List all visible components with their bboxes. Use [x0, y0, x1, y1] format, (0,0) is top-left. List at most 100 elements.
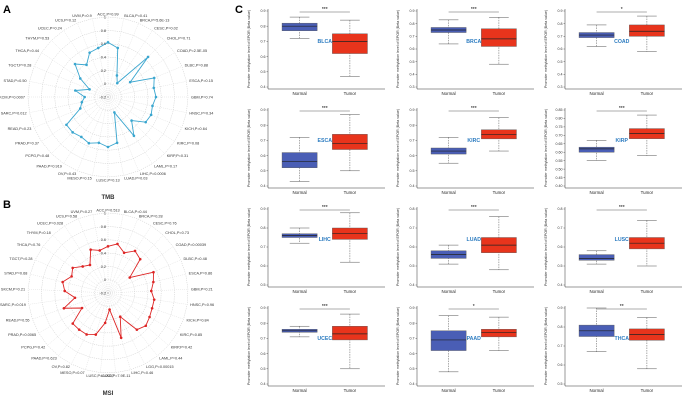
normal-x-label: Normal — [442, 289, 456, 294]
tumor-box — [332, 134, 368, 150]
normal-x-label: Normal — [293, 190, 307, 195]
panel-letter-a: A — [3, 4, 11, 16]
tmb-spoke — [107, 40, 165, 98]
tmb-data-point — [146, 55, 150, 59]
y-tick-label: 0.9 — [558, 306, 563, 310]
normal-box — [578, 254, 615, 261]
significance-label: * — [621, 7, 623, 13]
tumor-x-label: Tumor — [493, 388, 506, 393]
y-tick-label: 0.9 — [410, 108, 415, 112]
y-tick-label: 0.4 — [261, 382, 266, 386]
msi-data-point — [85, 333, 88, 336]
normal-box — [578, 146, 615, 153]
msi-data-point — [152, 270, 155, 274]
tmb-data-point — [80, 135, 83, 139]
y-tick-label: 0.80 — [556, 117, 563, 121]
boxplot-brca: 0.3 0.4 0.5 0.6 0.7 0.8 0.9 Promoter methylatio… — [396, 7, 534, 96]
y-tick-label: 0.5 — [558, 60, 563, 64]
tmb-axis-label: UVM,P=0.9 — [72, 14, 92, 18]
y-tick-label: 0.9 — [261, 207, 266, 211]
y-axis-label: Promoter methylation level of EPOR (Beta… — [247, 10, 251, 88]
y-tick-label: 0.9 — [410, 9, 415, 13]
msi-axis-label: STAD,P=0.68 — [4, 272, 27, 276]
significance-label: *** — [619, 205, 625, 211]
msi-tick-label: 0.6 — [101, 238, 106, 242]
msi-data-point — [150, 306, 154, 310]
msi-data-point — [152, 298, 156, 301]
boxplot-lusc: 0.4 0.5 0.6 0.7 0.8 Promoter methylation leve… — [544, 205, 682, 294]
normal-x-label: Normal — [293, 289, 307, 294]
msi-spoke — [58, 292, 109, 356]
tmb-data-point — [130, 119, 133, 122]
msi-axis-label: COAD,P=0.00039 — [176, 243, 207, 247]
msi-axis-label: LGG,P=0.00015 — [146, 365, 174, 369]
msi-tick-label: 1 — [104, 212, 106, 216]
msi-axis-label: PRAD,P=0.0065 — [8, 333, 36, 337]
y-axis-label: Promoter methylation level of EPOR (Beta… — [396, 307, 400, 385]
tumor-x-label: Tumor — [641, 289, 654, 294]
msi-grid-ring — [81, 266, 135, 320]
msi-data-point — [103, 321, 107, 325]
tmb-data-point — [83, 95, 86, 99]
msi-data-point — [73, 296, 77, 300]
msi-spoke — [32, 292, 109, 320]
tmb-data-point — [113, 111, 116, 114]
tmb-axis-label: KIRP,P=0.31 — [167, 154, 189, 158]
tmb-spoke — [41, 96, 109, 142]
tmb-data-point — [87, 141, 91, 145]
cancer-type-label: LUAD — [467, 237, 482, 243]
msi-grid-ring — [54, 239, 162, 347]
tmb-data-point — [116, 46, 120, 50]
tmb-tick-label: 1 — [104, 16, 106, 20]
tmb-data-point — [152, 86, 156, 90]
tmb-data-point — [152, 76, 156, 80]
msi-grid-ring — [41, 226, 175, 360]
msi-spoke — [30, 273, 109, 294]
y-tick-label: 0.40 — [556, 184, 563, 188]
y-tick-label: 0.5 — [410, 60, 415, 64]
tmb-axis-label: ACC,P=0.99 — [97, 12, 118, 16]
msi-axis-label: THCA,P=0.76 — [17, 243, 41, 247]
y-axis-label: Promoter methylation level of EPOR (Beta… — [396, 109, 400, 187]
msi-data-point — [152, 280, 155, 284]
tmb-spoke — [107, 96, 175, 142]
msi-axis-label: CHOL,P=0.73 — [165, 231, 189, 235]
tmb-axis-label: UCS,P=0.12 — [55, 19, 76, 23]
tmb-title: TMB — [102, 195, 116, 201]
tmb-data-point — [115, 81, 119, 85]
tmb-axis-label: MESO,P=0.15 — [67, 177, 91, 181]
msi-data-point — [80, 306, 84, 310]
tmb-axis-label: LIHC,P=0.0006 — [140, 172, 166, 176]
y-tick-label: 0.5 — [261, 169, 266, 173]
cancer-type-label: KIRC — [467, 138, 480, 144]
normal-x-label: Normal — [293, 91, 307, 96]
y-axis-label: Promoter methylation level of EPOR (Beta… — [544, 307, 548, 385]
y-axis-label: Promoter methylation level of EPOR (Beta… — [544, 208, 548, 286]
boxplot-kirp: 0.40 0.45 0.50 0.55 0.60 0.65 0.70 0.75 0.80 0.85… — [544, 106, 682, 195]
msi-data-point — [119, 336, 123, 340]
tmb-spoke — [107, 81, 187, 98]
msi-data-point — [77, 328, 81, 331]
cancer-type-label: ESCA — [318, 138, 333, 144]
significance-label: *** — [471, 7, 477, 13]
tmb-data-point — [65, 123, 68, 127]
significance-label: *** — [619, 106, 625, 112]
tmb-axis-label: DLBC,P=0.88 — [185, 64, 208, 68]
msi-axis-label: DLBC,P=0.48 — [184, 257, 207, 261]
tmb-data-point — [71, 131, 74, 134]
y-tick-label: 0.3 — [558, 85, 563, 89]
tmb-spoke — [29, 81, 109, 98]
normal-x-label: Normal — [590, 91, 604, 96]
significance-label: * — [473, 304, 475, 310]
y-tick-label: 0.75 — [556, 125, 563, 129]
y-tick-label: 0.4 — [410, 184, 415, 188]
tmb-data-point — [151, 104, 154, 108]
tumor-box — [332, 33, 368, 54]
y-tick-label: 0.9 — [261, 108, 266, 112]
boxplot-ucec: 0.4 0.5 0.6 0.7 0.8 0.9 Promoter methylation l… — [247, 304, 385, 393]
msi-data-point — [71, 266, 75, 270]
y-tick-label: 0.4 — [261, 184, 266, 188]
tmb-spoke — [63, 96, 109, 164]
normal-x-label: Normal — [442, 190, 456, 195]
